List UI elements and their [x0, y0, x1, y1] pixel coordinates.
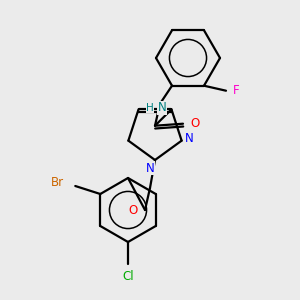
Text: F: F [233, 84, 239, 97]
Text: Cl: Cl [122, 269, 134, 283]
Text: Br: Br [51, 176, 64, 190]
Text: N: N [146, 161, 154, 175]
Text: N: N [158, 101, 166, 114]
Text: N: N [185, 132, 194, 145]
Text: O: O [190, 117, 200, 130]
Text: O: O [128, 203, 138, 217]
Text: H: H [146, 103, 154, 113]
